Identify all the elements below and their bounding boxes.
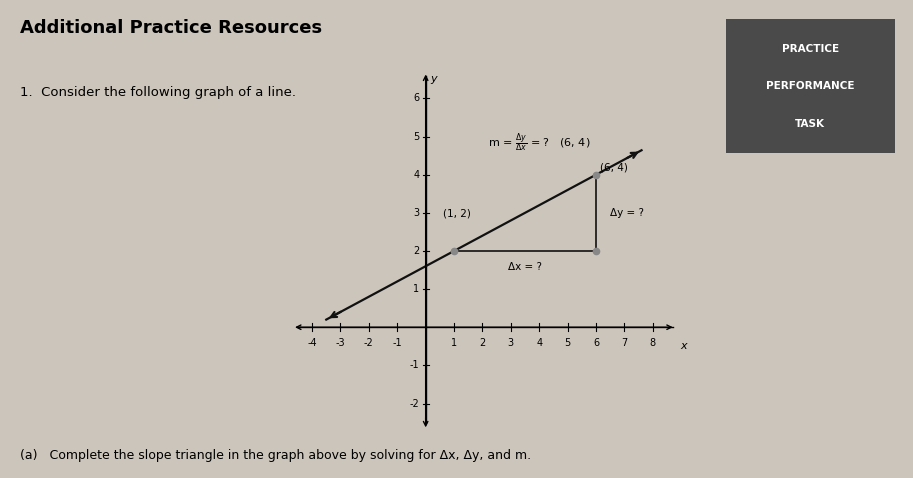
Text: 4: 4 [536,338,542,348]
Text: 3: 3 [414,208,419,218]
Text: -2: -2 [364,338,373,348]
Text: 5: 5 [414,131,419,141]
Text: y: y [431,74,437,84]
Text: 8: 8 [650,338,656,348]
Text: 5: 5 [564,338,571,348]
Text: 1: 1 [414,284,419,294]
Text: (a)   Complete the slope triangle in the graph above by solving for Δx, Δy, and : (a) Complete the slope triangle in the g… [20,449,531,462]
Text: 2: 2 [479,338,486,348]
Text: (1, 2): (1, 2) [443,208,470,218]
Text: Δy = ?: Δy = ? [610,208,645,218]
Text: Δx = ?: Δx = ? [508,262,542,272]
Text: PRACTICE: PRACTICE [782,43,839,54]
Text: -1: -1 [393,338,402,348]
Text: 2: 2 [414,246,419,256]
Text: -1: -1 [410,360,419,370]
Text: m = $\frac{\Delta y}{\Delta x}$ = ?   (6, 4): m = $\frac{\Delta y}{\Delta x}$ = ? (6, … [488,131,591,154]
Text: x: x [680,340,687,350]
Text: PERFORMANCE: PERFORMANCE [766,81,855,91]
Text: 1: 1 [451,338,457,348]
Text: (6, 4): (6, 4) [601,163,628,173]
Text: 7: 7 [622,338,627,348]
Text: 6: 6 [414,93,419,103]
Text: Additional Practice Resources: Additional Practice Resources [20,19,322,37]
Text: 1.  Consider the following graph of a line.: 1. Consider the following graph of a lin… [20,86,296,99]
Text: 3: 3 [508,338,514,348]
Text: -2: -2 [410,399,419,409]
Text: -3: -3 [336,338,345,348]
Text: TASK: TASK [795,119,825,129]
Text: 4: 4 [414,170,419,180]
Text: 6: 6 [593,338,599,348]
Text: -4: -4 [308,338,317,348]
